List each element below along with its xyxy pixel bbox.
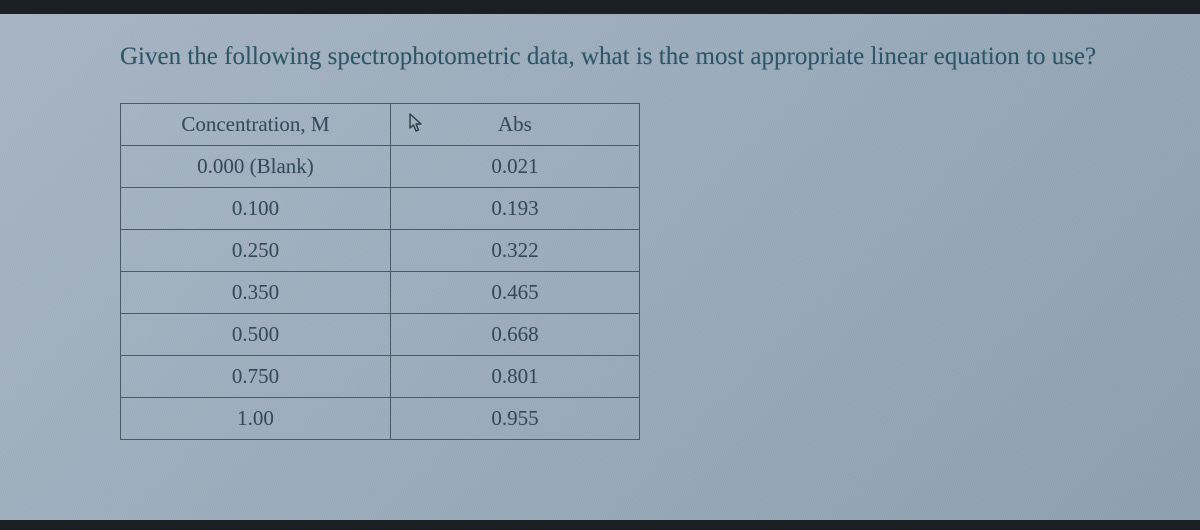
table-row: 0.100 0.193 (121, 187, 640, 229)
column-header-abs-label: Abs (498, 112, 532, 136)
table-row: 0.000 (Blank) 0.021 (121, 145, 640, 187)
table-row: 0.500 0.668 (121, 313, 640, 355)
table-body: 0.000 (Blank) 0.021 0.100 0.193 0.250 0.… (121, 145, 640, 439)
question-block: Given the following spectrophotometric d… (120, 38, 1160, 440)
cell-abs: 0.955 (390, 397, 639, 439)
cell-concentration: 0.750 (121, 355, 391, 397)
cell-concentration: 0.100 (121, 187, 391, 229)
cell-abs: 0.465 (390, 271, 639, 313)
table-row: 1.00 0.955 (121, 397, 640, 439)
table-row: 0.250 0.322 (121, 229, 640, 271)
cell-abs: 0.801 (390, 355, 639, 397)
table-header-row: Concentration, M Abs (121, 103, 640, 145)
cell-concentration: 1.00 (121, 397, 391, 439)
table-row: 0.350 0.465 (121, 271, 640, 313)
cell-concentration: 0.000 (Blank) (121, 145, 391, 187)
cell-concentration: 0.350 (121, 271, 391, 313)
monitor-bezel-top (0, 0, 1200, 14)
table-row: 0.750 0.801 (121, 355, 640, 397)
monitor-bezel-bottom (0, 520, 1200, 530)
arrow-cursor-icon (409, 113, 427, 135)
cell-abs: 0.668 (390, 313, 639, 355)
cell-abs: 0.193 (390, 187, 639, 229)
cell-concentration: 0.500 (121, 313, 391, 355)
cell-concentration: 0.250 (121, 229, 391, 271)
column-header-concentration: Concentration, M (121, 103, 391, 145)
data-table: Concentration, M Abs 0.000 (Blank) 0.021… (120, 103, 640, 440)
question-text: Given the following spectrophotometric d… (120, 38, 1160, 77)
cell-abs: 0.021 (390, 145, 639, 187)
column-header-abs: Abs (390, 103, 639, 145)
cell-abs: 0.322 (390, 229, 639, 271)
